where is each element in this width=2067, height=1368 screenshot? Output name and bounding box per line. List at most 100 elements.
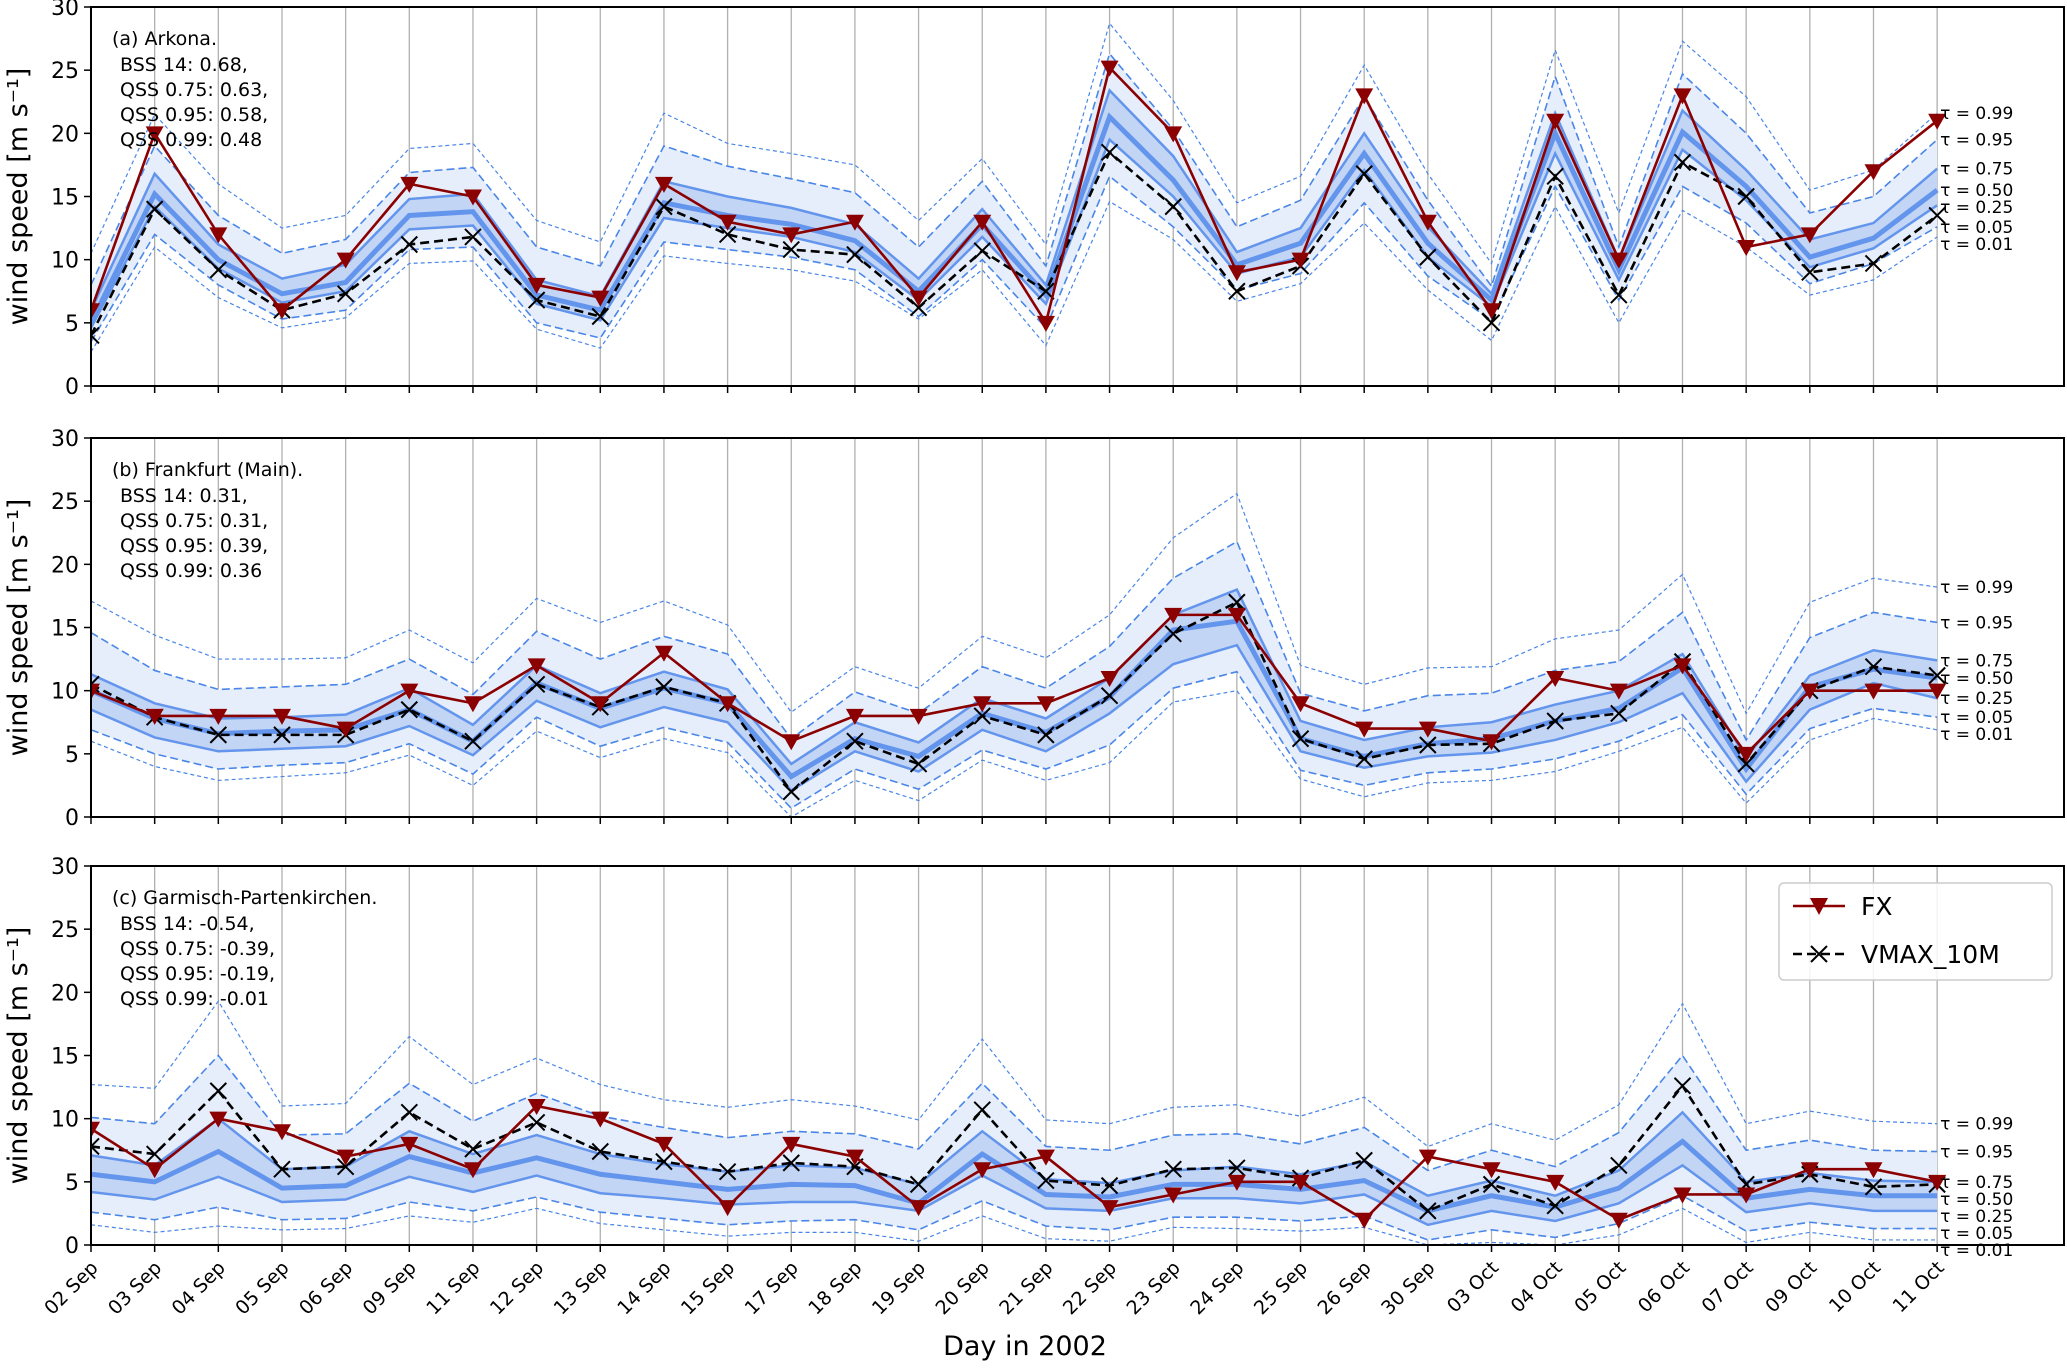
quantile-line-0.99 (91, 22, 1938, 265)
vmax-marker (655, 678, 673, 696)
fx-series-line (91, 1104, 1938, 1222)
fx-marker (463, 696, 482, 713)
fx-marker (1737, 1187, 1756, 1204)
tau-label: τ = 0.99 (1940, 1115, 2013, 1135)
fx-marker (1482, 303, 1501, 320)
fx-marker (1609, 683, 1628, 700)
tau-label: τ = 0.50 (1940, 181, 2013, 201)
vmax-marker (1228, 593, 1246, 611)
vmax-marker (1864, 1178, 1883, 1196)
vmax-marker (1100, 687, 1119, 705)
quantile-line-0.95 (91, 1054, 1938, 1172)
quantile-line-0.01 (91, 690, 1938, 817)
x-tick-label: 13 Sep (550, 1257, 612, 1319)
x-tick-label: 10 Oct (1825, 1257, 1885, 1317)
fx-marker (1418, 1149, 1437, 1166)
tau-label: τ = 0.25 (1940, 1207, 2013, 1227)
tau-label: τ = 0.95 (1940, 131, 2013, 151)
x-tick-label: 05 Oct (1570, 1257, 1630, 1317)
x-tick-label: 06 Oct (1634, 1257, 1694, 1317)
quantile-line-0.01 (91, 200, 1938, 353)
quantile-line-0.01 (91, 1207, 1938, 1245)
fx-marker (782, 734, 801, 751)
vmax-marker (273, 1160, 291, 1178)
vmax-marker (782, 240, 800, 259)
vmax-marker (1864, 657, 1883, 676)
x-tick-label: 18 Sep (804, 1257, 866, 1319)
panel-b: 0 5 10 15 20 25 30 wind speed [m s⁻¹] (b) Frankf… (3, 427, 2065, 831)
vmax-series-line (91, 1083, 1938, 1213)
fx-marker (1291, 696, 1310, 713)
panel-c: 0 5 10 15 20 25 30 wind speed [m s⁻¹] (c) Garmis… (3, 855, 2065, 1319)
vmax-marker (973, 707, 991, 725)
quantile-line-0.25 (91, 1163, 1938, 1227)
panel-title: (b) Frankfurt (Main). (112, 459, 303, 481)
legend-fx-marker (1810, 898, 1828, 915)
vmax-marker (782, 1154, 800, 1172)
plot-area (91, 7, 1947, 386)
vmax-marker (336, 1157, 355, 1176)
fx-marker (1418, 721, 1437, 738)
vmax-marker (1228, 1159, 1246, 1177)
x-tick-label: 03 Sep (104, 1257, 166, 1319)
fx-marker (782, 1136, 801, 1153)
skill-score: QSS 0.95: 0.58, (120, 104, 268, 126)
fx-marker (463, 189, 482, 206)
fx-marker (654, 645, 673, 662)
fx-marker (909, 708, 928, 725)
fx-marker (1673, 1187, 1692, 1204)
vmax-marker (527, 291, 546, 309)
vmax-marker (464, 228, 482, 246)
y-tick-label: 30 (51, 0, 79, 21)
skill-score: QSS 0.95: -0.19, (120, 963, 275, 985)
fx-marker (1673, 658, 1692, 675)
fx-marker (973, 696, 992, 713)
vmax-series-line (91, 150, 1938, 337)
vmax-marker (273, 726, 291, 744)
x-tick-label: 20 Sep (932, 1257, 994, 1319)
quantile-line-0.75 (91, 588, 1938, 766)
fx-marker (1800, 227, 1819, 244)
fx-marker (1482, 734, 1501, 751)
vmax-marker (1546, 712, 1564, 730)
fx-marker (527, 1099, 546, 1116)
vmax-marker (909, 755, 928, 773)
vmax-marker (1673, 1077, 1692, 1095)
fx-marker (400, 176, 419, 193)
fx-marker (145, 1162, 164, 1179)
quantile-line-0.25 (91, 643, 1938, 793)
tau-label: τ = 0.99 (1940, 104, 2013, 124)
fx-marker (718, 696, 737, 713)
vmax-marker (1801, 263, 1819, 282)
x-tick-label: 30 Sep (1377, 1257, 1439, 1319)
fx-marker (591, 1111, 610, 1128)
vmax-series-line (91, 600, 1938, 794)
vmax-marker (1228, 282, 1246, 300)
vmax-marker (1164, 1160, 1182, 1178)
vmax-marker (1928, 206, 1946, 225)
vmax-marker (209, 726, 228, 744)
vmax-marker (1419, 1202, 1437, 1220)
x-tick-label: 26 Sep (1313, 1257, 1375, 1319)
x-tick-label: 19 Sep (868, 1257, 930, 1319)
fx-marker (718, 1200, 737, 1217)
x-tick-label: 06 Sep (295, 1257, 357, 1319)
x-tick-label: 04 Oct (1507, 1257, 1567, 1317)
y-tick-label: 0 (65, 806, 79, 831)
vmax-marker (400, 235, 419, 254)
fx-marker (272, 708, 291, 725)
fx-marker (1800, 683, 1819, 700)
vmax-marker (1419, 736, 1437, 754)
fx-marker (1100, 60, 1119, 77)
tau-label: τ = 0.75 (1940, 651, 2013, 671)
vmax-marker (591, 1142, 609, 1161)
panel-a: 0 5 10 15 20 25 30 wind speed [m s⁻¹] (a) Arkona… (3, 0, 2065, 400)
vmax-marker (527, 1113, 546, 1132)
vmax-marker (1100, 143, 1119, 161)
fx-marker (1482, 1162, 1501, 1179)
fx-marker (1164, 126, 1183, 143)
y-tick-label: 20 (51, 122, 79, 147)
vmax-marker (1037, 1171, 1055, 1190)
vmax-marker (1546, 1197, 1564, 1215)
fx-marker (1291, 252, 1310, 269)
